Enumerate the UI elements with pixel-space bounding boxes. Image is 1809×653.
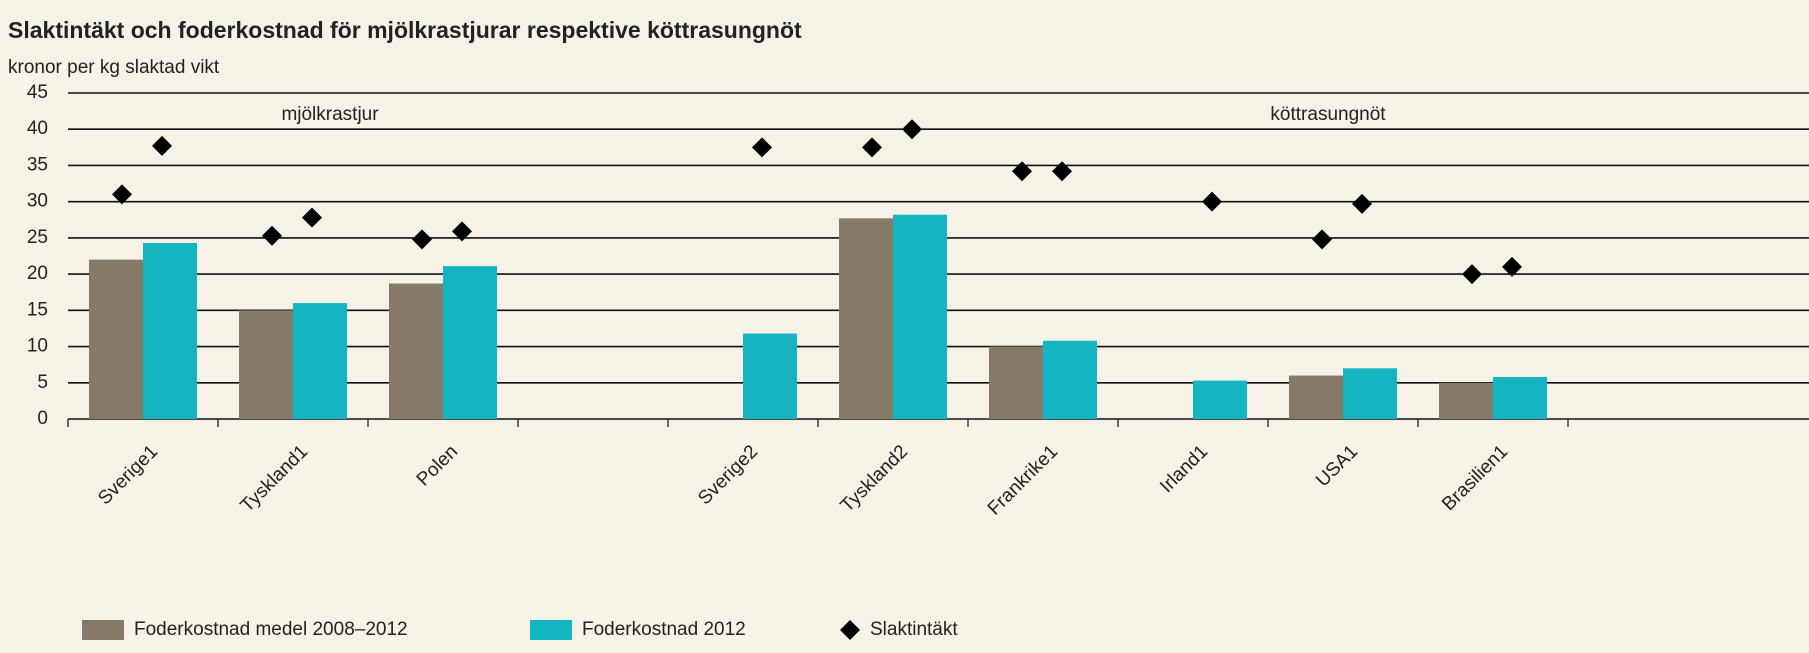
y-tick-label: 30	[27, 191, 48, 212]
bar	[443, 266, 497, 419]
diamond-marker	[752, 137, 772, 158]
chart-title: Slaktintäkt och foderkostnad för mjölkra…	[8, 17, 802, 43]
x-tick-label: Tyskland2	[837, 441, 912, 516]
bar	[1343, 368, 1397, 419]
diamond-marker	[112, 184, 132, 205]
y-tick-label: 5	[37, 372, 48, 393]
bar	[1193, 380, 1247, 419]
bar	[839, 218, 893, 419]
y-tick-label: 20	[27, 263, 48, 284]
x-tick-label: Frankrike1	[984, 441, 1062, 519]
x-tick-label: Polen	[413, 441, 462, 490]
legend-label: Slaktintäkt	[870, 619, 958, 640]
x-tick-label: Sverige2	[694, 441, 762, 509]
diamond-marker	[1202, 191, 1222, 212]
diamond-marker	[902, 119, 922, 140]
legend-label: Foderkostnad medel 2008–2012	[134, 619, 408, 640]
diamond-marker	[1462, 264, 1482, 285]
bar	[1289, 375, 1343, 419]
bar	[989, 346, 1043, 419]
diamond-marker	[452, 221, 472, 242]
x-tick-label: Brasilien1	[1438, 441, 1512, 515]
legend-label: Foderkostnad 2012	[582, 619, 746, 640]
y-tick-label: 45	[27, 82, 48, 103]
x-tick-label: Sverige1	[94, 441, 162, 509]
diamond-marker	[1312, 229, 1332, 250]
legend-swatch	[840, 620, 860, 640]
bar	[743, 333, 797, 419]
y-tick-label: 0	[37, 408, 48, 429]
bar	[1439, 382, 1493, 419]
legend-swatch	[82, 620, 124, 640]
bar	[293, 303, 347, 419]
y-tick-label: 15	[27, 299, 48, 320]
y-tick-label: 25	[27, 227, 48, 248]
y-tick-label: 35	[27, 154, 48, 175]
diamond-marker	[1502, 256, 1522, 277]
diamond-marker	[302, 207, 322, 228]
bar	[893, 214, 947, 419]
bar	[143, 242, 197, 419]
diamond-marker	[412, 229, 432, 250]
x-tick-label: Irland1	[1156, 441, 1212, 497]
bar	[89, 259, 143, 419]
y-axis-label: kronor per kg slaktad vikt	[8, 57, 220, 78]
diamond-marker	[1352, 193, 1372, 214]
diamond-marker	[862, 137, 882, 158]
diamond-marker	[262, 225, 282, 246]
annotation: mjölkrastjur	[281, 104, 379, 125]
diamond-marker	[1052, 161, 1072, 182]
legend-swatch	[530, 620, 572, 640]
bar	[239, 310, 293, 419]
bar	[1043, 340, 1097, 419]
y-tick-label: 10	[27, 336, 48, 357]
y-tick-label: 40	[27, 118, 48, 139]
x-tick-label: Tyskland1	[237, 441, 312, 516]
diamond-marker	[152, 135, 172, 156]
bar	[1493, 376, 1547, 419]
bar	[389, 283, 443, 419]
annotation: köttrasungnöt	[1270, 104, 1386, 125]
diamond-marker	[1012, 161, 1032, 182]
x-tick-label: USA1	[1312, 441, 1362, 491]
